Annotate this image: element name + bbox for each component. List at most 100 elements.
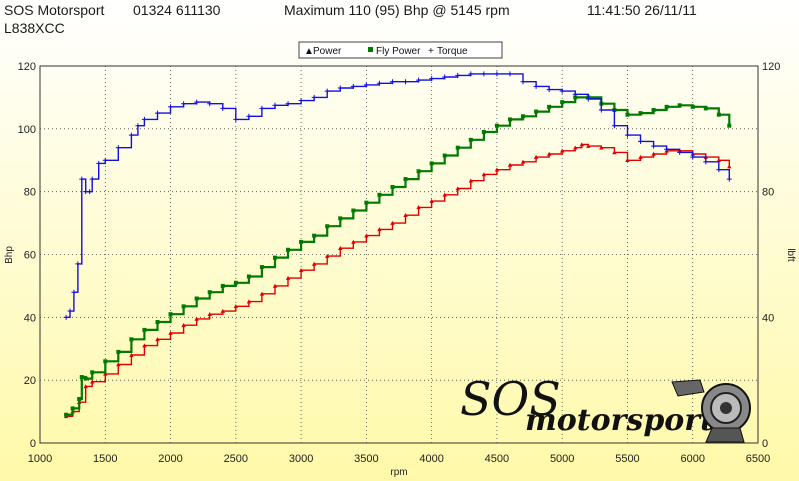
data-point-torque xyxy=(624,132,630,138)
x-tick-label: 2000 xyxy=(158,453,182,465)
data-point-torque xyxy=(507,71,513,77)
data-point-torque xyxy=(154,110,160,116)
data-point-power xyxy=(155,337,160,342)
data-point-power xyxy=(259,291,265,296)
x-tick-label: 4500 xyxy=(485,453,509,465)
data-point-fly-power xyxy=(220,283,225,288)
data-point-power xyxy=(168,330,173,335)
y-tick-label: 20 xyxy=(24,375,36,387)
legend-marker-power: ▲ xyxy=(304,46,314,57)
data-point-power xyxy=(272,283,278,288)
x-axis-ticks: 1000 1500 2000 2500 3000 3500 4000 4500 5000 5500… xyxy=(28,453,770,465)
data-point-power xyxy=(520,159,526,164)
data-point-torque xyxy=(220,105,226,111)
data-point-power xyxy=(285,275,291,280)
x-tick-label: 3500 xyxy=(354,453,378,465)
data-point-fly-power xyxy=(664,104,669,109)
data-point-fly-power xyxy=(351,208,356,213)
data-point-fly-power xyxy=(259,265,264,270)
y-axis-label-right: lbft xyxy=(785,248,796,262)
data-point-torque xyxy=(233,116,239,122)
data-point-fly-power xyxy=(716,112,721,117)
data-point-fly-power xyxy=(286,247,291,252)
data-point-fly-power xyxy=(560,100,565,105)
data-point-power xyxy=(455,186,460,191)
data-point-fly-power xyxy=(455,145,460,150)
data-point-torque xyxy=(89,176,95,182)
company-name: SOS Motorsport xyxy=(4,2,104,18)
data-point-torque xyxy=(703,159,709,165)
data-point-torque xyxy=(285,101,291,107)
data-point-torque xyxy=(128,132,134,138)
data-point-torque xyxy=(638,138,644,144)
x-tick-label: 1000 xyxy=(28,453,52,465)
x-tick-label: 5000 xyxy=(550,453,574,465)
data-point-power xyxy=(194,316,199,321)
data-point-power xyxy=(507,162,513,167)
data-point-torque xyxy=(403,79,409,85)
data-point-torque xyxy=(102,157,108,163)
legend-label-fly-power: Fly Power xyxy=(376,46,421,57)
data-point-torque xyxy=(135,123,141,129)
data-point-fly-power xyxy=(233,280,238,285)
data-point-torque xyxy=(481,71,487,77)
data-point-fly-power xyxy=(77,397,82,402)
company-phone: 01324 611130 xyxy=(133,2,221,18)
data-point-torque xyxy=(96,160,102,166)
grid-lines xyxy=(40,66,758,443)
data-point-fly-power xyxy=(390,184,395,189)
legend-label-torque: Torque xyxy=(437,46,468,57)
data-point-torque xyxy=(533,83,539,89)
right-tick-label: 40 xyxy=(762,312,774,324)
data-point-torque xyxy=(468,71,474,77)
data-point-fly-power xyxy=(703,106,708,111)
data-point-power xyxy=(727,164,732,169)
y-tick-label: 0 xyxy=(30,438,36,450)
data-point-power xyxy=(325,253,330,258)
data-point-power xyxy=(90,379,95,384)
series-fly-power xyxy=(64,95,732,417)
data-point-power xyxy=(390,220,395,225)
data-point-torque xyxy=(690,154,696,160)
vehicle-registration: L838XCC xyxy=(4,20,65,36)
data-point-torque xyxy=(259,105,265,111)
data-point-power xyxy=(129,352,134,357)
legend-box xyxy=(298,41,503,59)
legend-label-power: Power xyxy=(313,46,342,57)
x-tick-label: 2500 xyxy=(224,453,248,465)
data-point-fly-power xyxy=(116,349,121,354)
data-point-fly-power xyxy=(246,274,251,279)
data-point-torque xyxy=(651,143,657,149)
data-point-fly-power xyxy=(625,112,630,117)
data-point-torque xyxy=(246,113,252,119)
data-point-power xyxy=(142,343,147,348)
x-tick-label: 3000 xyxy=(289,453,313,465)
data-point-torque xyxy=(520,79,526,85)
data-point-torque xyxy=(376,80,382,86)
data-point-fly-power xyxy=(129,337,134,342)
data-point-power xyxy=(481,172,487,177)
data-point-fly-power xyxy=(690,104,695,109)
data-point-torque xyxy=(141,116,147,122)
data-point-fly-power xyxy=(651,107,656,112)
data-point-torque xyxy=(181,101,187,107)
data-point-fly-power xyxy=(468,137,473,142)
right-tick-label: 0 xyxy=(762,438,768,450)
data-point-power xyxy=(416,205,421,210)
data-point-torque xyxy=(324,88,330,94)
data-point-power xyxy=(716,158,722,163)
data-point-torque xyxy=(677,149,683,155)
data-point-torque xyxy=(726,176,732,182)
legend-marker-fly-power xyxy=(368,47,373,52)
data-point-fly-power xyxy=(481,129,486,134)
data-point-fly-power xyxy=(312,233,317,238)
data-point-torque xyxy=(494,71,500,77)
data-point-power xyxy=(586,143,591,148)
x-tick-label: 6500 xyxy=(746,453,770,465)
data-point-power xyxy=(181,322,186,327)
data-point-fly-power xyxy=(727,123,732,128)
data-point-fly-power xyxy=(364,200,369,205)
data-point-fly-power xyxy=(507,117,512,122)
